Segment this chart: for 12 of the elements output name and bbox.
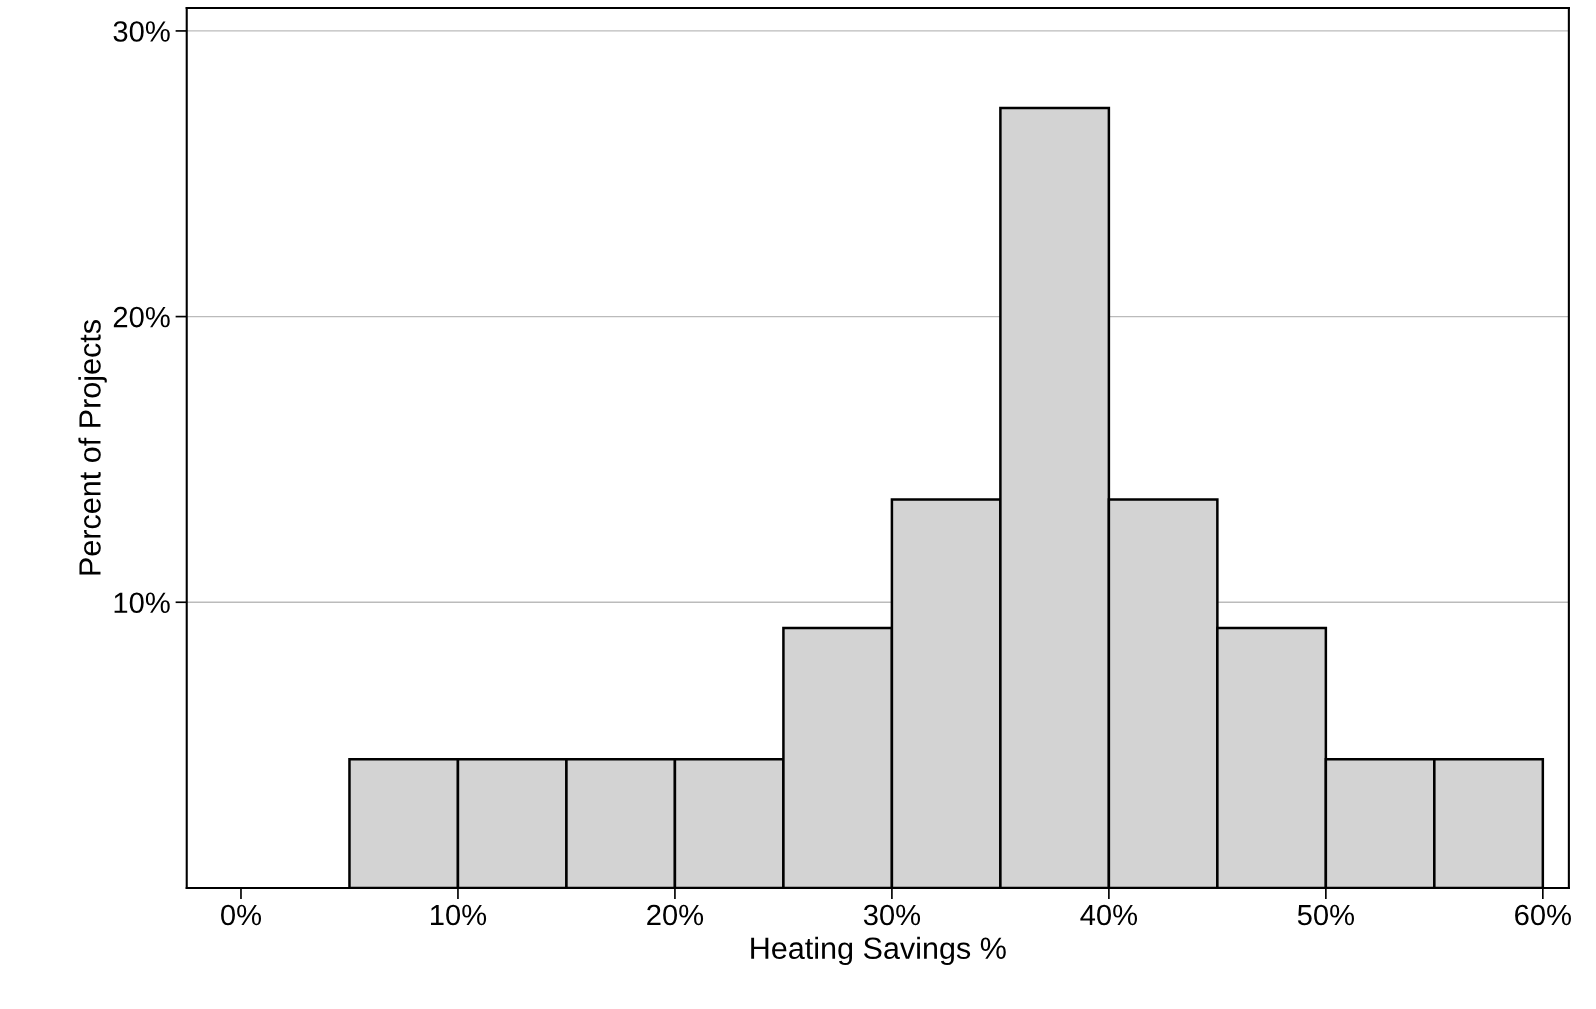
x-tick-label: 30% [863, 904, 921, 926]
y-tick-label: 30% [113, 21, 170, 42]
x-axis-title: Heating Savings % [751, 936, 1006, 966]
y-axis-title: Percent of Projects [78, 320, 107, 575]
y-tick-label: 10% [114, 592, 170, 614]
x-tick-label: 40% [1080, 904, 1138, 926]
x-tick-label: 20% [647, 904, 704, 926]
x-tick-label: 50% [1297, 904, 1355, 926]
y-tick-label: 20% [113, 306, 170, 328]
x-tick-label: 0% [221, 904, 262, 926]
x-tick-label: 60% [1515, 904, 1571, 926]
x-tick-label: 10% [430, 904, 487, 926]
